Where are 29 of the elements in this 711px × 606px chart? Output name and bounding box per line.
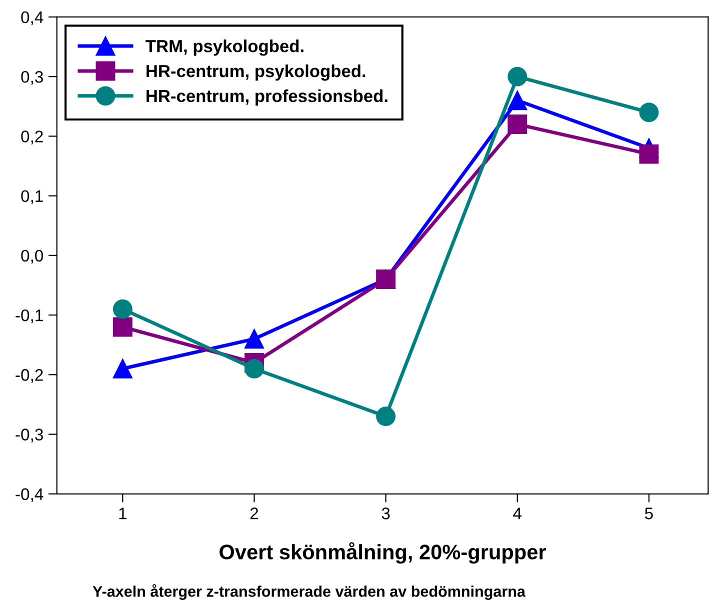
legend-label: HR-centrum, psykologbed. [146,64,366,81]
x-tick-label: 2 [250,508,258,520]
x-tick-label: 3 [382,508,390,520]
point [112,358,132,378]
y-tick-label: 0,4 [21,11,44,26]
point [639,102,659,122]
text: Y-axeln återger z-transformerade värden av bedömningarna [92,584,526,600]
legend-label: TRM, psykologbed. [146,40,304,56]
x-tick-label: 1 [119,508,126,520]
x-tick-label: 4 [513,508,522,520]
y-tick-label: 0,3 [21,70,43,85]
y-tick-label: 0,0 [21,250,44,264]
y-tick-label: -0,4 [16,488,44,502]
point [244,329,264,349]
y-tick-label: 0,2 [21,130,43,144]
x-tick-label: 5 [644,508,653,520]
point [112,299,132,319]
legend-label: HR-centrum, professionsbed. [146,89,388,106]
y-tick-label: -0,2 [16,369,43,383]
y-tick-label: -0,1 [16,309,43,324]
point [376,406,396,426]
x-axis-title: Overt skönmålning, 20%-grupper [220,542,546,564]
y-tick-label: -0,3 [16,428,43,442]
point [244,358,264,378]
point [508,114,528,134]
y-tick-label: 0,1 [21,190,43,204]
point [508,90,528,110]
point [508,66,528,86]
point [112,317,132,337]
